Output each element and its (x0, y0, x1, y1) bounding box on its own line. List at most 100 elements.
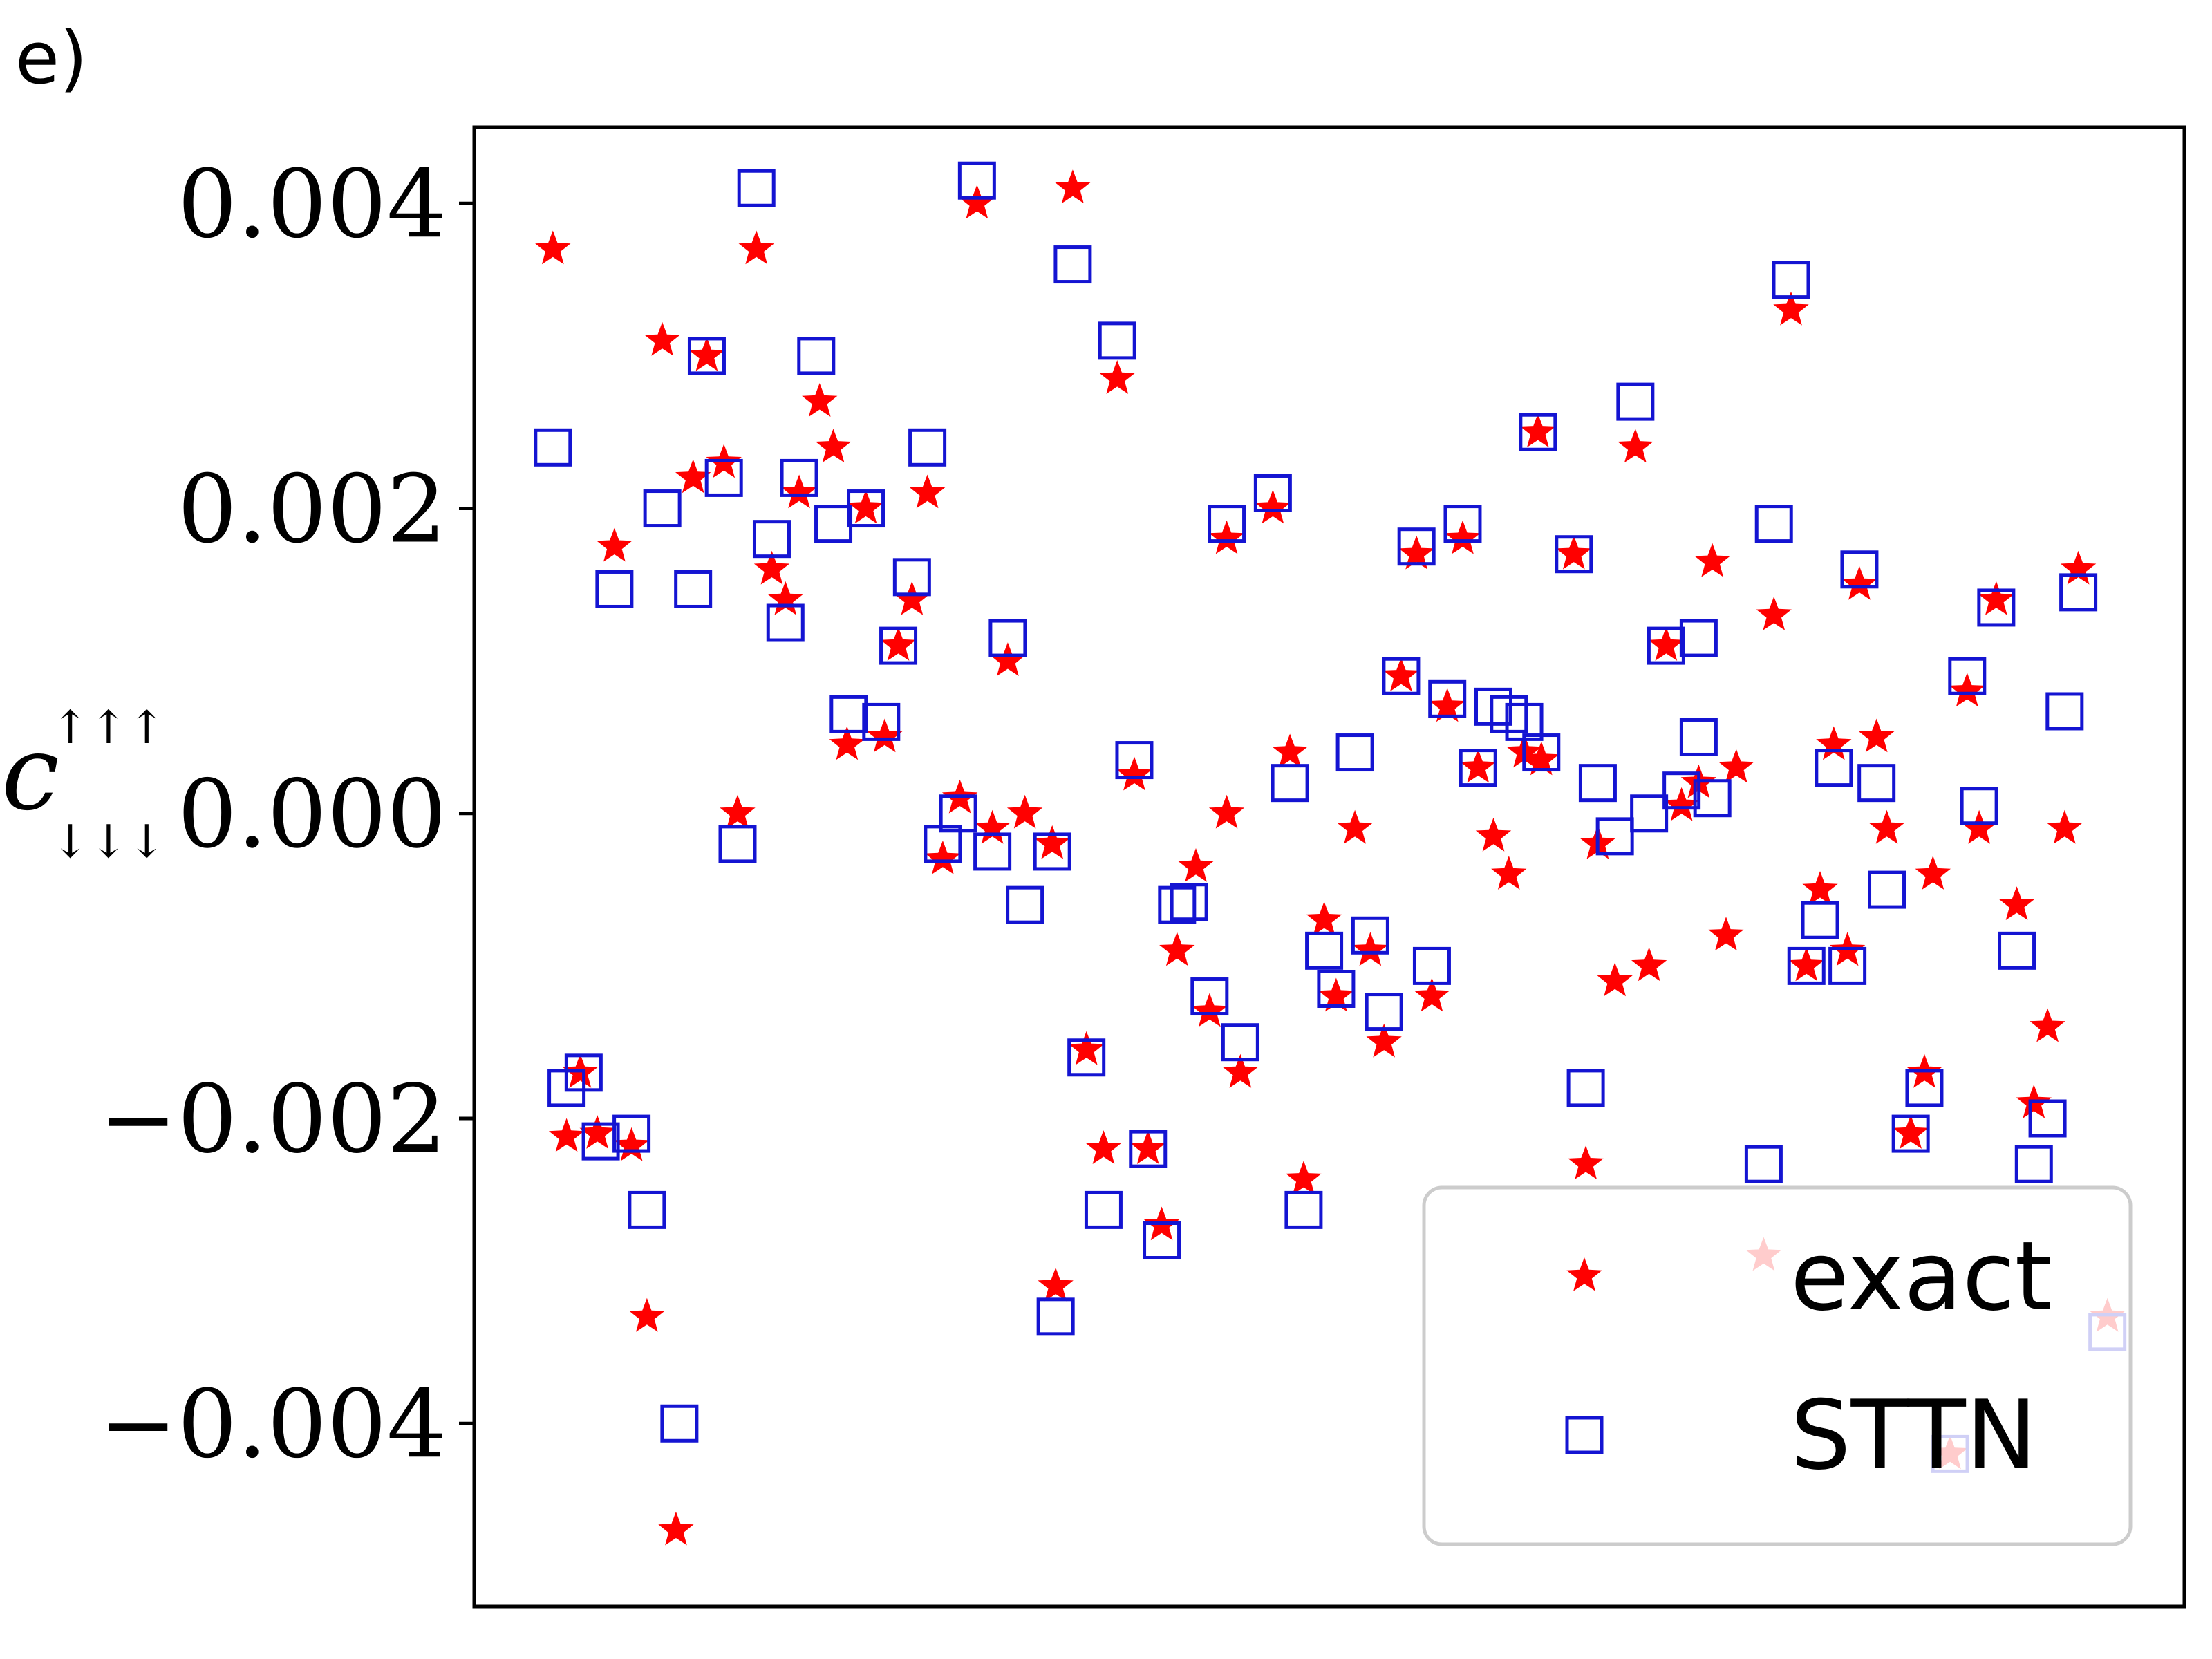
y-axis-label-subscript: ↓↓↓ (51, 815, 166, 868)
sttn-point (1857, 764, 1896, 803)
exact-point (1445, 520, 1481, 554)
exact-point (925, 841, 961, 874)
sttn-point (1490, 695, 1528, 733)
sttn-point (1754, 505, 1793, 543)
sttn-point (1555, 535, 1593, 574)
sttn-point (2059, 573, 2098, 612)
sttn-point (1170, 883, 1208, 921)
sttn-point (687, 337, 726, 375)
sttn-point (1787, 946, 1826, 985)
legend: exact STTN (1422, 1185, 2133, 1546)
exact-point (1773, 291, 1809, 326)
sttn-point (1693, 779, 1732, 818)
sttn-point (718, 825, 757, 863)
exact-point (2030, 1008, 2065, 1042)
sttn-point (1053, 245, 1092, 284)
exact-point (1192, 993, 1228, 1027)
sttn-point (2045, 692, 2084, 731)
sttn-point (1412, 946, 1451, 985)
sttn-point (674, 570, 713, 608)
exact-point (1961, 809, 1997, 844)
exact-point (847, 489, 884, 524)
exact-point (1475, 817, 1512, 852)
sttn-point (1335, 733, 1374, 772)
sttn-point (892, 558, 931, 597)
y-axis-label-superscript: ↑↑↑ (51, 701, 166, 754)
sttn-point (752, 520, 791, 559)
sttn-point (1397, 527, 1436, 566)
y-axis-label-symbol: c (1, 713, 59, 834)
exact-point (1208, 794, 1245, 829)
sttn-point (924, 825, 962, 863)
exact-point (1255, 489, 1291, 524)
sttn-point (1998, 931, 2036, 970)
y-tick-label: 0.000 (178, 760, 447, 870)
sttn-point (1828, 946, 1867, 985)
exact-point (1130, 1130, 1166, 1164)
exact-point (1868, 809, 1905, 844)
exact-point (990, 642, 1026, 676)
exact-point (1648, 627, 1685, 661)
sttn-point (1382, 657, 1421, 695)
exact-point (1893, 1115, 1929, 1149)
legend-exact-marker (1566, 1257, 1602, 1291)
exact-point (548, 1118, 585, 1152)
exact-point (909, 474, 946, 509)
sttn-point (908, 428, 947, 467)
sttn-point (988, 619, 1027, 657)
sttn-point (1365, 993, 1403, 1031)
exact-point (1272, 733, 1308, 768)
sttn-point (1036, 1297, 1075, 1336)
sttn-point (1772, 261, 1810, 299)
sttn-point (1006, 885, 1044, 924)
exact-point (1816, 726, 1852, 760)
exact-point (1802, 871, 1838, 905)
exact-point (1116, 756, 1152, 791)
sttn-point (1815, 749, 1853, 787)
sttn-point (879, 626, 918, 665)
exact-point (579, 1115, 615, 1149)
exact-point (1949, 673, 1985, 707)
y-tick-label: −0.002 (99, 1065, 447, 1174)
sttn-point (564, 1053, 603, 1092)
exact-point (1694, 543, 1730, 577)
legend-label: exact (1790, 1221, 2052, 1332)
panel-label: e) (15, 16, 88, 100)
exact-point (1524, 741, 1559, 776)
sttn-point (1662, 771, 1701, 810)
sttn-point (1679, 718, 1718, 756)
sttn-point (1679, 619, 1718, 657)
exact-point (1398, 535, 1434, 570)
exact-point (1286, 1161, 1322, 1195)
exact-point (1520, 413, 1556, 448)
sttn-point (1595, 817, 1634, 856)
exact-point (1618, 429, 1653, 463)
exact-point (1460, 749, 1496, 783)
exact-point (894, 581, 930, 615)
sttn-point (830, 695, 868, 733)
exact-point (1318, 977, 1354, 1012)
data-points (534, 161, 2127, 1546)
sttn-point (595, 570, 634, 608)
sttn-point (2028, 1099, 2067, 1138)
sttn-point (1190, 977, 1229, 1016)
y-tick-label: 0.002 (178, 456, 447, 565)
exact-point (597, 527, 632, 562)
sttn-point (1271, 764, 1309, 803)
sttn-point (1428, 679, 1467, 718)
exact-point (1998, 886, 2035, 920)
exact-point (675, 459, 711, 494)
exact-point (753, 550, 790, 585)
sttn-point (957, 161, 996, 200)
sttn-point (1098, 321, 1136, 360)
sttn-point (1519, 413, 1557, 451)
sttn-point (1033, 832, 1071, 871)
exact-point (802, 383, 838, 417)
exact-point (1208, 520, 1245, 554)
sttn-point (1960, 787, 1998, 825)
sttn-point (973, 832, 1012, 871)
exact-point (1038, 1267, 1074, 1302)
exact-point (1978, 581, 2014, 615)
sttn-point (1948, 657, 1987, 695)
exact-point (2047, 809, 2083, 844)
